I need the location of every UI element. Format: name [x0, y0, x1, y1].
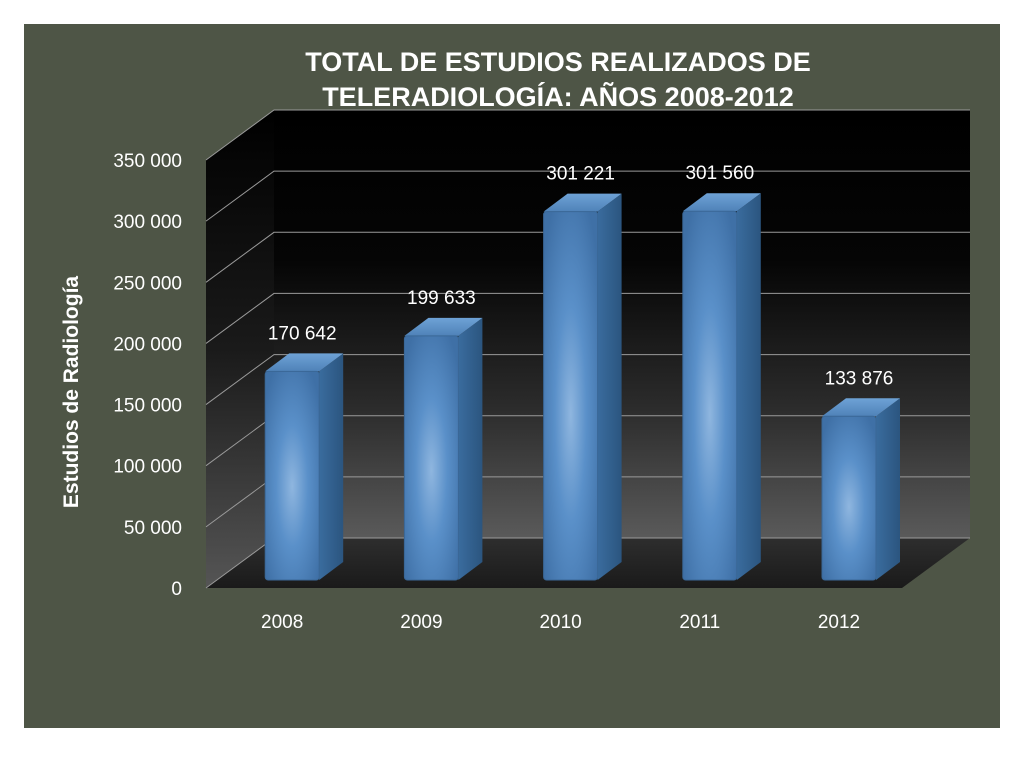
y-tick-label: 50 000 [124, 518, 182, 539]
data-label: 301 221 [546, 164, 615, 185]
bar-side [458, 317, 483, 580]
bar-top [822, 398, 900, 417]
y-axis-title: Estudios de Radiología [60, 276, 83, 509]
x-tick-label: 2009 [400, 612, 442, 633]
y-tick-label: 0 [171, 579, 182, 600]
side-wall [206, 110, 274, 588]
y-axis-ticks: 0 50 000 100 000 150 000 200 000 250 000 300 0… [113, 151, 182, 600]
bar-front [543, 211, 599, 581]
y-tick-label: 300 000 [113, 212, 182, 233]
chart-title-line-1: TOTAL DE ESTUDIOS REALIZADOS DE [305, 47, 811, 77]
data-label: 301 560 [685, 163, 754, 184]
chart: TOTAL DE ESTUDIOS REALIZADOS DE TELERADI… [60, 47, 970, 633]
slide: TOTAL DE ESTUDIOS REALIZADOS DE TELERADI… [24, 24, 1000, 728]
y-tick-label: 200 000 [113, 334, 182, 355]
bar-side [736, 193, 761, 580]
bar-top [404, 317, 483, 336]
bar [682, 193, 761, 581]
bar-top [265, 353, 344, 372]
data-labels: 170 642 199 633 301 221 301 560 133 876 [268, 163, 893, 389]
bar [403, 317, 483, 581]
bar-side [319, 353, 344, 580]
bar-front [821, 415, 877, 581]
bar [264, 353, 344, 581]
y-tick-label: 100 000 [113, 457, 182, 478]
x-tick-label: 2008 [261, 612, 303, 633]
bars [264, 193, 900, 581]
x-tick-label: 2010 [539, 612, 581, 633]
data-label: 170 642 [268, 323, 337, 344]
y-tick-label: 150 000 [113, 396, 182, 417]
x-axis-ticks: 2008 2009 2010 2011 2012 [261, 612, 860, 633]
data-label: 199 633 [407, 288, 476, 309]
gridline [205, 170, 970, 222]
data-label: 133 876 [825, 368, 894, 389]
x-tick-label: 2011 [679, 612, 720, 633]
y-tick-label: 250 000 [113, 273, 182, 294]
bar [821, 398, 900, 581]
bar-top [543, 193, 622, 212]
bar [543, 193, 622, 581]
gridline [205, 109, 970, 161]
y-tick-label: 350 000 [113, 151, 182, 172]
bar-front [682, 210, 738, 581]
bar-side [876, 398, 900, 580]
bar-front [264, 370, 320, 581]
bar-side [597, 193, 622, 580]
bar-front [403, 335, 459, 581]
chart-title-line-2: TELERADIOLOGÍA: AÑOS 2008-2012 [322, 81, 794, 112]
bar-top [682, 193, 761, 212]
x-tick-label: 2012 [818, 612, 860, 633]
